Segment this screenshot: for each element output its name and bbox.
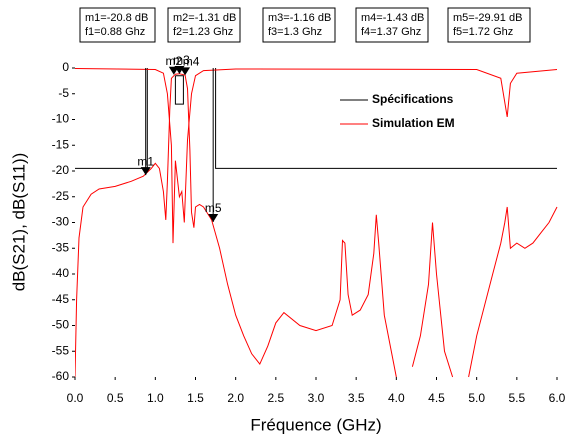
marker-readout: m1=-20.8 dB	[85, 12, 148, 24]
marker	[180, 67, 191, 76]
legend-label: Simulation EM	[372, 116, 455, 130]
series-line	[75, 68, 558, 244]
y-tick-label: -60	[52, 369, 70, 383]
marker-readout: m4=-1.43 dB	[361, 12, 424, 24]
x-axis-title: Fréquence (GHz)	[250, 415, 381, 434]
legend-label: Spécifications	[372, 92, 454, 106]
plot-area	[75, 68, 558, 378]
marker	[208, 214, 219, 223]
x-tick-label: 3.5	[348, 391, 365, 405]
marker-label: m2	[165, 54, 182, 68]
x-tick-label: 4.0	[388, 391, 405, 405]
y-tick-label: -5	[58, 86, 69, 100]
y-tick-label: -45	[52, 292, 70, 306]
y-axis-title: dB(S21), dB(S11))	[9, 153, 28, 292]
x-tick-label: 5.0	[468, 391, 485, 405]
x-tick-label: 0.5	[107, 391, 124, 405]
x-tick-label: 6.0	[549, 391, 566, 405]
marker-readout: m2=-1.31 dB	[173, 12, 236, 24]
marker-readout-box	[355, 7, 429, 43]
marker-readout: m3=-1.16 dB	[268, 12, 331, 24]
marker-readout-box	[167, 7, 241, 43]
x-tick-label: 2.5	[267, 391, 284, 405]
marker-readout: m5=-29.91 dB	[453, 12, 522, 24]
marker-label: m1	[137, 154, 154, 168]
x-tick-label: 0.0	[67, 391, 84, 405]
x-tick-label: 4.5	[428, 391, 445, 405]
y-tick-label: -20	[52, 163, 70, 177]
y-tick-label: -50	[52, 318, 70, 332]
marker-readout: f1=0.88 Ghz	[85, 26, 145, 38]
x-tick-label: 3.0	[308, 391, 325, 405]
y-tick-label: -35	[52, 240, 70, 254]
y-tick-label: -25	[52, 189, 70, 203]
marker-readout: f2=1.23 Ghz	[173, 26, 233, 38]
marker-readout-box	[262, 7, 336, 43]
y-tick-label: -40	[52, 266, 70, 280]
y-tick-label: -10	[52, 112, 70, 126]
series-line	[75, 73, 558, 378]
marker-readout: f4=1.37 Ghz	[361, 26, 421, 38]
y-tick-label: 0	[62, 60, 69, 74]
x-tick-label: 2.0	[227, 391, 244, 405]
marker-readout: f5=1.72 Ghz	[453, 26, 513, 38]
x-tick-label: 1.5	[187, 391, 204, 405]
marker-label: m5	[205, 201, 222, 215]
marker-readout-box	[79, 7, 156, 43]
y-tick-label: -55	[52, 343, 70, 357]
y-tick-label: -30	[52, 215, 70, 229]
marker-label: m4	[183, 55, 200, 69]
marker	[140, 167, 151, 176]
x-tick-label: 5.5	[508, 391, 525, 405]
marker-label: m3	[173, 53, 190, 67]
y-tick-label: -15	[52, 137, 70, 151]
x-tick-label: 1.0	[147, 391, 164, 405]
marker-readout: f3=1.3 Ghz	[268, 26, 322, 38]
marker-readout-box	[447, 7, 531, 43]
